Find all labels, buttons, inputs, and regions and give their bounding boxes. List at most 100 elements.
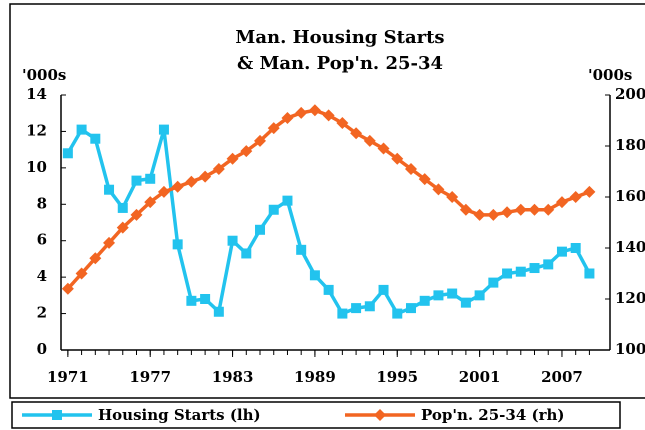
data-point <box>378 284 389 295</box>
x-tick-label: 1983 <box>212 368 254 386</box>
y2-tick-label: 100 <box>615 340 645 358</box>
y-tick-label: 14 <box>26 85 47 103</box>
data-point <box>117 202 128 213</box>
data-point <box>501 206 514 219</box>
data-point <box>569 191 582 203</box>
x-tick-label: 2001 <box>459 368 501 386</box>
data-point <box>363 134 376 147</box>
data-point <box>131 175 142 186</box>
data-point <box>542 203 555 216</box>
data-point <box>322 109 335 122</box>
series-line <box>66 108 591 290</box>
data-point <box>529 263 540 274</box>
data-point <box>351 303 362 314</box>
data-point <box>308 104 321 117</box>
data-point <box>460 297 471 308</box>
data-point <box>90 133 101 144</box>
data-point <box>281 111 294 124</box>
data-point <box>474 290 485 301</box>
y2-axis-label: '000s <box>588 66 632 84</box>
y-tick-label: 0 <box>37 340 47 358</box>
x-tick-label: 1989 <box>294 368 336 386</box>
x-tick-label: 2007 <box>541 368 583 386</box>
data-point <box>200 294 211 304</box>
legend-frame <box>11 401 621 429</box>
data-point <box>241 248 252 259</box>
y-tick-label: 12 <box>26 121 47 139</box>
legend-marker <box>374 409 386 421</box>
data-point <box>254 134 267 147</box>
data-point <box>543 259 554 270</box>
y-tick-label: 6 <box>37 231 47 249</box>
data-point <box>418 173 431 186</box>
data-point <box>555 196 568 209</box>
data-point <box>130 208 143 221</box>
data-point <box>487 208 500 221</box>
chart-frame <box>9 3 645 399</box>
data-point <box>391 152 404 165</box>
y2-tick-label: 200 <box>615 85 645 103</box>
data-point <box>104 184 115 195</box>
data-point <box>199 170 212 183</box>
data-point <box>172 239 183 250</box>
data-point <box>488 277 499 288</box>
data-point <box>404 162 417 175</box>
data-point <box>583 185 596 198</box>
data-point <box>171 180 184 193</box>
data-point <box>447 288 458 299</box>
y-tick-label: 8 <box>37 194 47 212</box>
legend-label: Housing Starts (lh) <box>98 406 261 424</box>
data-point <box>103 236 116 249</box>
data-point <box>267 122 280 135</box>
data-point <box>212 162 225 175</box>
data-point <box>255 224 266 235</box>
data-point <box>282 195 293 206</box>
data-point <box>144 196 157 209</box>
data-point <box>186 295 197 306</box>
data-point <box>157 185 170 198</box>
data-point <box>227 235 238 246</box>
legend-marker <box>52 410 62 420</box>
data-point <box>446 191 459 203</box>
y2-tick-label: 160 <box>615 187 645 205</box>
data-point <box>432 183 445 196</box>
x-tick-label: 1995 <box>376 368 418 386</box>
data-point <box>226 152 239 165</box>
data-point <box>419 295 430 306</box>
legend-label: Pop'n. 25-34 (rh) <box>421 406 565 424</box>
data-point <box>392 308 403 319</box>
y-tick-label: 2 <box>37 304 47 322</box>
data-point <box>62 148 73 159</box>
data-point <box>268 204 279 215</box>
data-point <box>185 175 198 188</box>
data-point <box>75 267 88 280</box>
data-point <box>514 203 527 216</box>
data-point <box>309 270 320 281</box>
data-point <box>584 268 595 279</box>
data-point <box>337 308 348 319</box>
data-point <box>502 268 513 279</box>
data-point <box>556 246 567 257</box>
data-point <box>515 266 526 277</box>
y-tick-label: 10 <box>26 158 47 176</box>
data-point <box>350 127 363 140</box>
data-point <box>528 203 541 216</box>
data-point <box>213 306 224 317</box>
data-point <box>405 303 416 314</box>
chart-title: Man. Housing Starts <box>235 27 444 48</box>
data-point <box>377 142 390 155</box>
data-point <box>240 145 253 158</box>
data-point <box>433 290 444 301</box>
x-tick-label: 1977 <box>129 368 171 386</box>
y2-tick-label: 120 <box>615 289 645 307</box>
data-point <box>145 173 156 184</box>
data-point <box>459 203 472 216</box>
data-point <box>364 301 375 312</box>
y2-tick-label: 140 <box>615 238 645 256</box>
data-point <box>473 208 486 221</box>
data-point <box>296 244 307 255</box>
data-point <box>336 117 349 130</box>
data-point <box>570 243 581 253</box>
y2-tick-label: 180 <box>615 136 645 154</box>
data-point <box>323 284 334 295</box>
